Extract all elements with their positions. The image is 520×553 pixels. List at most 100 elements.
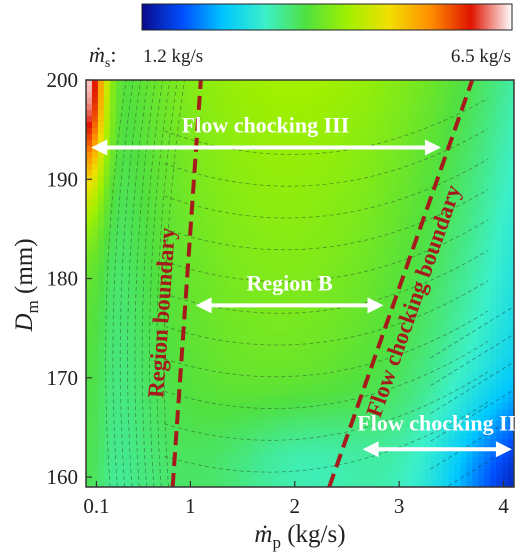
heatmap-cell	[103, 421, 111, 428]
heatmap-cell	[311, 343, 319, 350]
heatmap-cell	[252, 157, 259, 165]
heatmap-cell	[300, 349, 307, 356]
heatmap-cell	[258, 97, 265, 105]
heatmap-cell	[484, 331, 491, 338]
heatmap-cell	[502, 121, 509, 129]
heatmap-cell	[294, 265, 301, 273]
heatmap-cell	[139, 175, 147, 183]
heatmap-cell	[305, 265, 313, 273]
heatmap-cell	[127, 253, 135, 261]
heatmap-cell	[436, 151, 444, 159]
heatmap-cell	[442, 115, 450, 123]
heatmap-cell	[401, 385, 408, 392]
heatmap-cell	[395, 157, 402, 165]
heatmap-cell	[121, 451, 129, 458]
heatmap-cell	[347, 109, 355, 117]
heatmap-cell	[228, 205, 236, 213]
heatmap-cell	[97, 211, 105, 219]
heatmap-cell	[383, 253, 390, 261]
heatmap-cell	[335, 127, 343, 135]
heatmap-cell	[359, 379, 366, 386]
heatmap-cell	[193, 217, 200, 225]
heatmap-cell	[276, 409, 283, 416]
heatmap-cell	[240, 289, 248, 297]
heatmap-cell	[145, 217, 152, 225]
heatmap-cell	[175, 289, 182, 297]
heatmap-cell	[240, 211, 248, 219]
heatmap-cell	[169, 349, 176, 356]
heatmap-cell	[228, 80, 236, 87]
heatmap-cell	[175, 163, 182, 171]
heatmap-cell	[389, 295, 396, 303]
heatmap-cell	[371, 337, 378, 344]
heatmap-cell	[323, 109, 331, 117]
heatmap-cell	[282, 361, 289, 368]
heatmap-cell	[424, 223, 432, 231]
heatmap-cell	[246, 283, 254, 291]
heatmap-cell	[139, 80, 147, 87]
heatmap-cell	[502, 325, 509, 332]
heatmap-cell	[359, 397, 366, 404]
heatmap-cell	[228, 121, 236, 129]
heatmap-cell	[478, 433, 485, 440]
heatmap-cell	[86, 289, 93, 297]
heatmap-cell	[335, 445, 343, 452]
heatmap-cell	[133, 109, 141, 117]
heatmap-cell	[228, 175, 236, 183]
heatmap-cell	[359, 211, 366, 219]
heatmap-cell	[496, 409, 503, 416]
heatmap-cell	[395, 379, 402, 386]
heatmap-cell	[175, 475, 182, 482]
heatmap-cell	[460, 289, 468, 297]
heatmap-cell	[234, 409, 242, 416]
heatmap-cell	[198, 469, 206, 476]
heatmap-cell	[472, 415, 479, 422]
heatmap-cell	[288, 163, 295, 171]
heatmap-cell	[91, 85, 99, 93]
heatmap-cell	[401, 241, 408, 249]
heatmap-cell	[163, 469, 170, 476]
heatmap-cell	[347, 277, 355, 285]
heatmap-cell	[430, 373, 438, 380]
heatmap-cell	[359, 385, 366, 392]
heatmap-cell	[91, 139, 99, 147]
heatmap-cell	[407, 271, 414, 279]
heatmap-cell	[389, 121, 396, 129]
heatmap-cell	[121, 355, 129, 362]
heatmap-cell	[234, 355, 242, 362]
heatmap-cell	[216, 325, 224, 332]
heatmap-cell	[127, 265, 135, 273]
heatmap-cell	[139, 193, 147, 201]
heatmap-cell	[329, 355, 337, 362]
heatmap-cell	[270, 307, 277, 315]
heatmap-cell	[311, 337, 319, 344]
heatmap-cell	[151, 451, 158, 458]
heatmap-cell	[294, 349, 301, 356]
heatmap-cell	[311, 115, 319, 123]
heatmap-cell	[383, 223, 390, 231]
heatmap-cell	[418, 91, 426, 99]
heatmap-cell	[222, 403, 230, 410]
heatmap-cell	[109, 475, 117, 482]
heatmap-cell	[157, 187, 164, 195]
heatmap-cell	[353, 205, 361, 213]
heatmap-cell	[371, 127, 378, 135]
heatmap-cell	[424, 433, 432, 440]
heatmap-cell	[258, 379, 265, 386]
heatmap-cell	[91, 397, 99, 404]
heatmap-cell	[204, 445, 212, 452]
heatmap-cell	[300, 457, 307, 464]
heatmap-cell	[163, 463, 170, 470]
heatmap-cell	[323, 469, 331, 476]
heatmap-cell	[86, 103, 93, 111]
heatmap-cell	[270, 313, 277, 321]
heatmap-cell	[86, 211, 93, 219]
heatmap-cell	[103, 481, 111, 487]
heatmap-cell	[121, 457, 129, 464]
heatmap-cell	[436, 253, 444, 261]
heatmap-cell	[395, 163, 402, 171]
heatmap-cell	[282, 80, 289, 87]
heatmap-cell	[472, 169, 479, 177]
heatmap-cell	[424, 157, 432, 165]
heatmap-cell	[300, 433, 307, 440]
